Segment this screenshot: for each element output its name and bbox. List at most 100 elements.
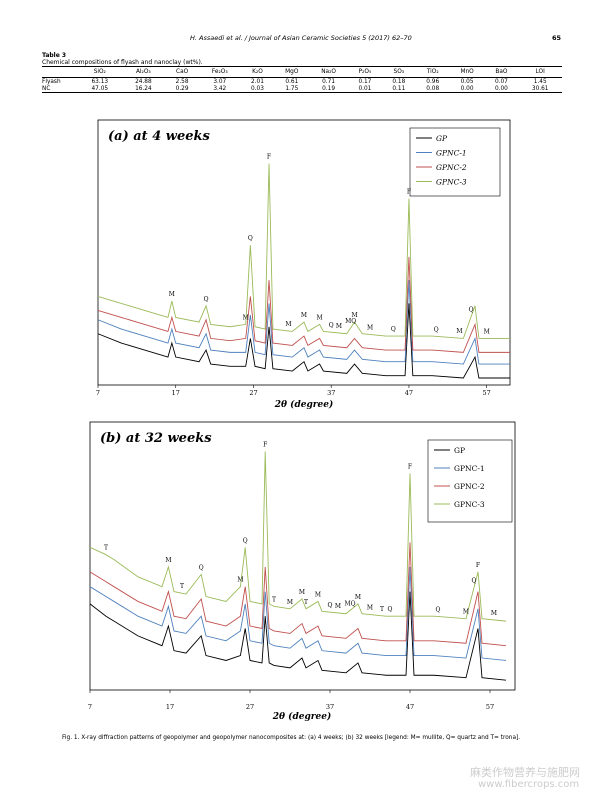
- table-cell: 0.05: [460, 78, 474, 85]
- peak-label: T: [304, 599, 308, 606]
- peak-label: M: [463, 609, 469, 616]
- peak-label: F: [408, 464, 412, 471]
- peak-label: Q: [243, 537, 248, 544]
- peak-label: M: [165, 557, 171, 564]
- legend-label: GP: [454, 446, 465, 455]
- legend-label: GPNC-2: [454, 482, 485, 491]
- table-cell: 2.58: [175, 78, 189, 85]
- column-header: LOI: [518, 66, 562, 78]
- peak-label: M: [484, 328, 490, 335]
- table-label: Table 3: [42, 52, 67, 59]
- peak-label: M: [336, 323, 342, 330]
- table-cell: 0.08: [415, 85, 450, 93]
- peak-label: Q: [248, 235, 253, 242]
- peak-label: Q: [204, 296, 209, 303]
- peak-label: Q: [472, 578, 477, 585]
- x-tick-label: 17: [166, 703, 174, 711]
- x-tick-label: 57: [486, 703, 494, 711]
- column-header: SO₃: [381, 66, 416, 78]
- peak-label: F: [267, 154, 271, 161]
- table-cell: 0.18: [392, 78, 406, 85]
- peak-label: M: [287, 599, 293, 606]
- peak-label: Q: [328, 602, 333, 609]
- peak-label: M: [243, 314, 249, 321]
- x-tick-label: 27: [249, 389, 257, 397]
- column-header: SiO₂: [78, 66, 122, 78]
- table-cell: 0.00: [484, 85, 519, 93]
- x-tick-label: 7: [88, 703, 92, 711]
- peak-label: M: [456, 328, 462, 335]
- peak-label: T: [180, 583, 184, 590]
- figure: (a) at 4 weeks 7 17 27 37 47 57 2θ (degree) GP GP…: [88, 119, 516, 722]
- table-row: NC 47.05 16.24 0.29 3.42 0.03 1.75 0.19 0.01 0.11…: [42, 85, 562, 93]
- column-header: P₂O₅: [347, 66, 382, 78]
- legend-label: GP: [436, 134, 448, 143]
- peak-label: Q: [388, 606, 393, 613]
- table-row: Flyash 63.13 24.88 2.58 3.07 2.01 0.61 0.71 0.17…: [42, 78, 562, 86]
- plot-frame: [97, 119, 511, 386]
- page-number: 65: [552, 34, 562, 42]
- series-line: [97, 256, 510, 353]
- table-cell: 1.75: [274, 85, 310, 93]
- chart-title: (a) at 4 weeks: [108, 129, 211, 144]
- legend-label: GPNC-3: [436, 178, 467, 187]
- series-line: [89, 542, 507, 647]
- series-line: [97, 303, 510, 379]
- table-cell: 0.03: [240, 85, 275, 93]
- figure-caption: Fig. 1. X-ray diffraction patterns of ge…: [62, 735, 521, 741]
- peak-label: M: [491, 610, 497, 617]
- peak-label: MQ: [344, 600, 355, 607]
- legend-label: GPNC-3: [454, 500, 485, 509]
- x-tick-label: 27: [246, 703, 254, 711]
- table-cell: 63.13: [91, 78, 109, 85]
- peak-label: M: [169, 291, 175, 298]
- peak-label: Q: [199, 564, 204, 571]
- table-cell: 2.01: [251, 78, 264, 85]
- plot-frame: [89, 421, 516, 691]
- peak-label: M: [285, 321, 291, 328]
- table-cell: NC: [42, 85, 78, 93]
- peak-label: T: [272, 596, 276, 603]
- peak-label: M: [237, 577, 243, 584]
- peak-label: T: [104, 545, 108, 552]
- running-title: H. Assaedi et al. / Journal of Asian Cer…: [190, 34, 412, 42]
- peak-label: MQ: [345, 318, 356, 325]
- series-line: [97, 280, 510, 365]
- legend-box: [409, 127, 501, 197]
- table-cell: 1.45: [533, 78, 547, 85]
- peak-label: Q: [469, 307, 474, 314]
- series-line: [97, 163, 510, 339]
- peak-label: T: [380, 606, 384, 613]
- column-header: CaO: [165, 66, 200, 78]
- table-cell: 16.24: [121, 85, 166, 93]
- x-tick-label: 47: [405, 389, 413, 397]
- table-cell: 0.07: [494, 78, 508, 85]
- column-header: Al₂O₃: [121, 66, 166, 78]
- column-header: BaO: [484, 66, 519, 78]
- series-line: [89, 566, 507, 661]
- table-cell: 0.11: [381, 85, 416, 93]
- table-cell: 0.29: [165, 85, 200, 93]
- peak-label: M: [301, 312, 307, 319]
- column-header: TiO₂: [415, 66, 450, 78]
- x-tick-label: 17: [172, 389, 180, 397]
- watermark: 麻类作物营养与施肥网: [470, 766, 580, 779]
- column-header: K₂O: [240, 66, 275, 78]
- peak-label: Q: [391, 326, 396, 333]
- peak-label: M: [355, 594, 361, 601]
- peak-label: M: [315, 591, 321, 598]
- x-tick-label: 57: [483, 389, 491, 397]
- peak-label: Q: [434, 326, 439, 333]
- peak-label: M: [335, 603, 341, 610]
- x-tick-label: 7: [96, 389, 100, 397]
- x-tick-label: 37: [326, 703, 334, 711]
- peak-label: F: [407, 189, 411, 196]
- table-cell: 30.61: [518, 85, 562, 93]
- table-cell: 0.17: [358, 78, 372, 85]
- header-row: SiO₂ Al₂O₃ CaO Fe₂O₃ K₂O MgO Na₂O P₂O₅ SO₃ TiO₂ Mn…: [42, 66, 562, 78]
- table-cell: 0.19: [309, 85, 348, 93]
- corner-cell: [42, 66, 78, 78]
- table-cell: 0.61: [285, 78, 299, 85]
- legend-box: [427, 439, 513, 523]
